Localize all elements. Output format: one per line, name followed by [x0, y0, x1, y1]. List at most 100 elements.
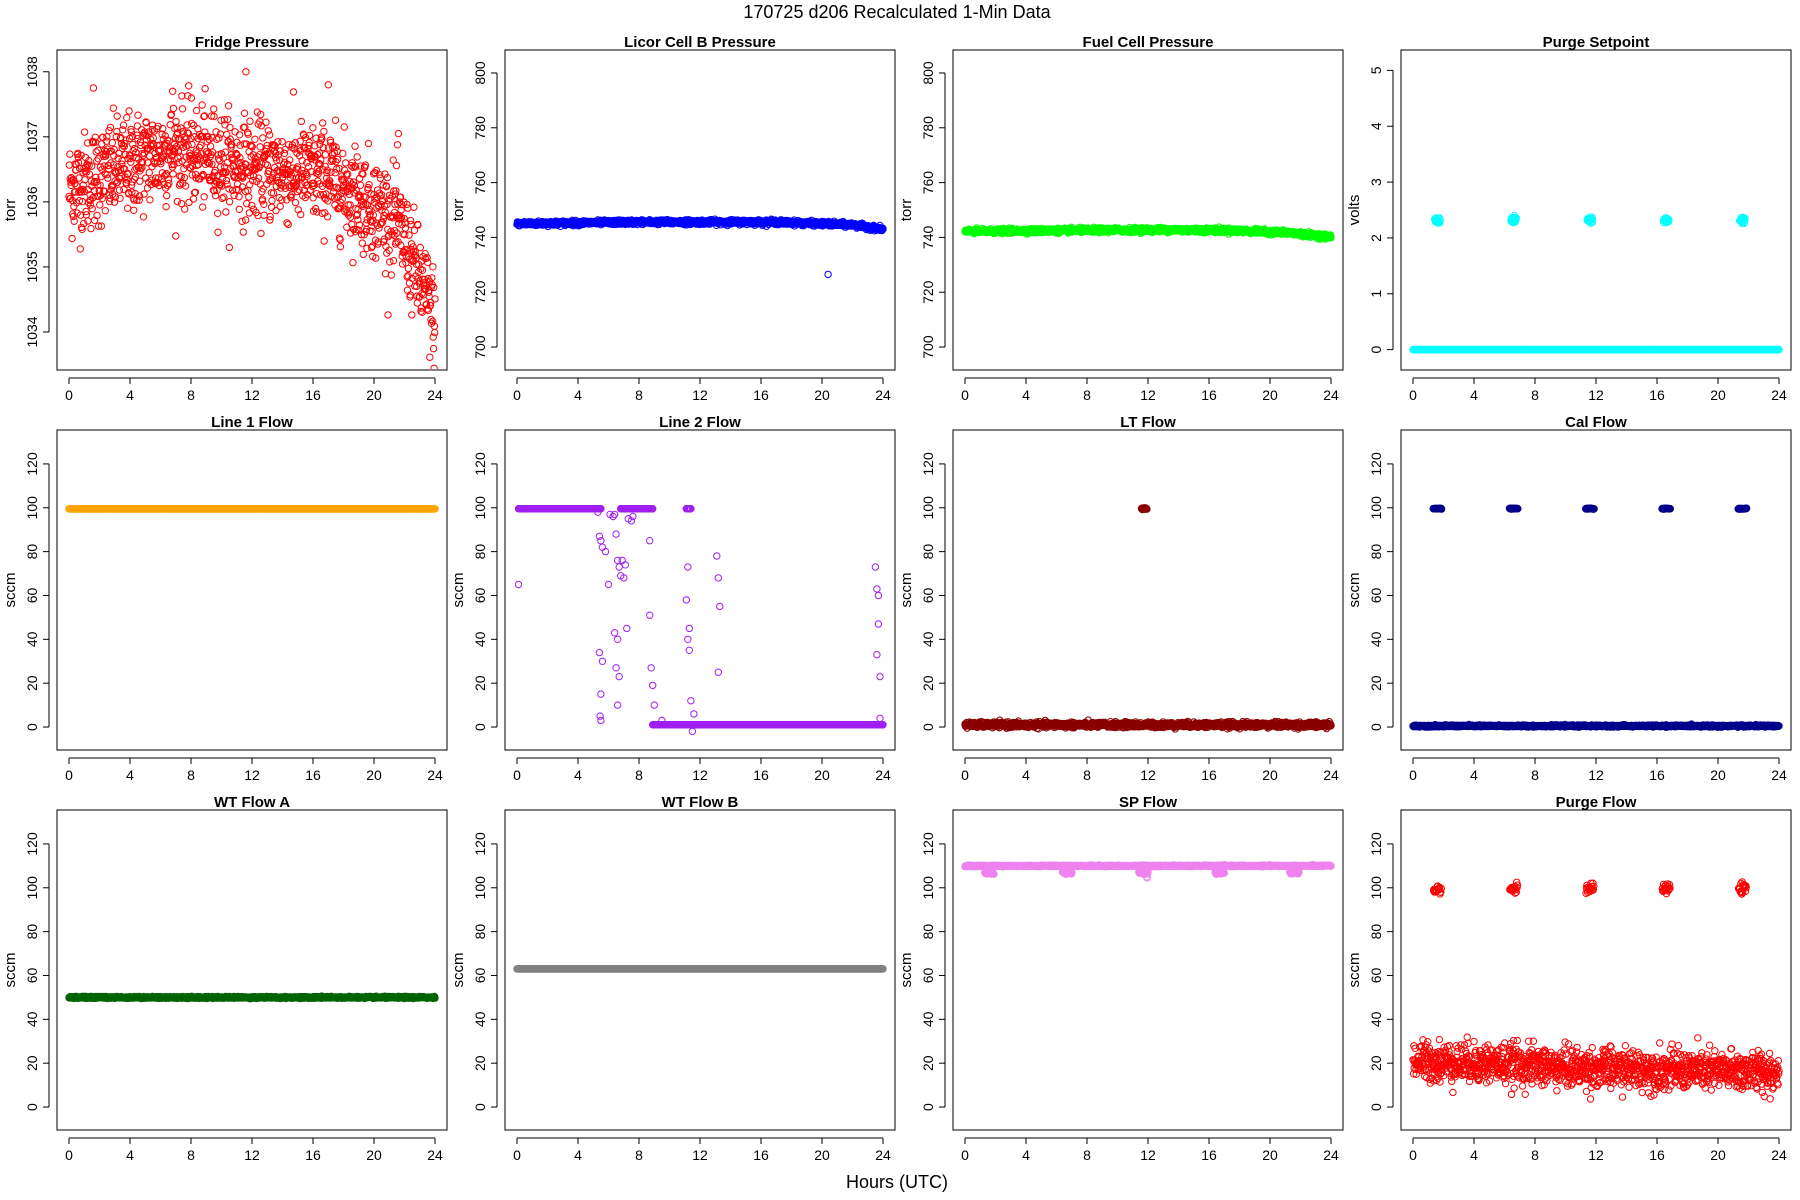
data-point [246, 141, 255, 150]
data-point [141, 128, 149, 136]
x-tick-label: 0 [1409, 387, 1417, 403]
data-point [384, 197, 393, 205]
data-point [389, 257, 398, 265]
data-point [93, 157, 101, 165]
data-point [297, 210, 305, 219]
data-point [177, 199, 186, 208]
data-point [131, 189, 139, 198]
data-point [226, 123, 234, 132]
data-point [824, 270, 832, 279]
y-tick-label: 780 [920, 116, 936, 140]
data-point [340, 183, 348, 192]
data-point [378, 218, 387, 227]
data-point [87, 196, 95, 204]
data-point [208, 160, 216, 168]
x-tick-label: 8 [635, 387, 643, 403]
data-points [65, 68, 439, 369]
data-point [376, 174, 385, 182]
y-axis-label: torr [2, 199, 19, 222]
data-point [198, 132, 207, 141]
data-point [423, 254, 431, 262]
data-point [119, 126, 127, 134]
data-point [75, 197, 84, 205]
data-point [332, 143, 340, 151]
data-point [379, 215, 388, 223]
data-point [178, 105, 187, 113]
data-point [110, 198, 119, 206]
data-point [140, 190, 148, 198]
y-tick-label: 800 [920, 61, 936, 85]
data-point [385, 231, 393, 239]
data-point [248, 201, 256, 210]
data-point [372, 254, 380, 262]
data-point [138, 164, 146, 172]
data-point [406, 291, 414, 299]
data-point [259, 134, 267, 142]
data-point [115, 186, 124, 194]
x-tick-label: 20 [1710, 387, 1726, 403]
data-point [245, 193, 253, 201]
data-point [199, 172, 208, 180]
data-point [317, 156, 325, 164]
data-point [351, 228, 359, 236]
data-point [77, 151, 85, 160]
data-point [163, 191, 171, 200]
data-point [368, 227, 376, 236]
data-point [289, 164, 297, 172]
data-point [349, 178, 358, 186]
data-point [239, 228, 248, 236]
data-point [312, 190, 321, 198]
x-tick-label: 24 [875, 387, 891, 403]
data-point [130, 206, 138, 215]
data-point [145, 168, 154, 177]
data-point [321, 151, 330, 159]
data-point [365, 181, 373, 189]
data-point [429, 344, 438, 353]
data-point [213, 186, 221, 195]
data-point [398, 200, 406, 209]
data-point [409, 243, 417, 251]
data-point [148, 125, 157, 134]
data-point [185, 198, 193, 207]
data-point [86, 201, 95, 209]
data-point [211, 191, 220, 200]
data-point [242, 68, 250, 76]
data-point [416, 243, 424, 252]
data-point [339, 149, 347, 158]
data-point [189, 195, 198, 203]
data-point [164, 176, 173, 184]
data-point [154, 122, 162, 131]
data-point [242, 216, 250, 224]
data-point [152, 153, 161, 162]
data-point [410, 226, 419, 235]
data-point [417, 307, 425, 315]
y-tick-label: 2 [1368, 234, 1384, 242]
data-point [300, 143, 308, 152]
x-tick-label: 0 [65, 387, 73, 403]
data-point [200, 112, 209, 120]
data-point [217, 150, 226, 158]
data-point [131, 173, 140, 181]
data-point [356, 181, 365, 189]
data-point [184, 92, 192, 100]
x-tick-label: 8 [187, 387, 195, 403]
x-tick-label: 0 [513, 387, 521, 403]
data-points [1409, 211, 1783, 354]
data-point [173, 124, 181, 132]
data-point [309, 124, 317, 132]
data-point [222, 176, 231, 185]
data-point [281, 145, 289, 154]
data-point [287, 171, 295, 179]
data-point [105, 127, 113, 135]
data-point [338, 195, 346, 204]
data-point [280, 170, 288, 179]
data-point [406, 216, 415, 225]
data-point [293, 187, 301, 196]
data-point [248, 143, 256, 151]
data-point [283, 219, 291, 227]
data-point [340, 123, 348, 131]
data-point [403, 286, 412, 294]
x-tick-label: 16 [305, 387, 321, 403]
data-point [276, 202, 284, 211]
